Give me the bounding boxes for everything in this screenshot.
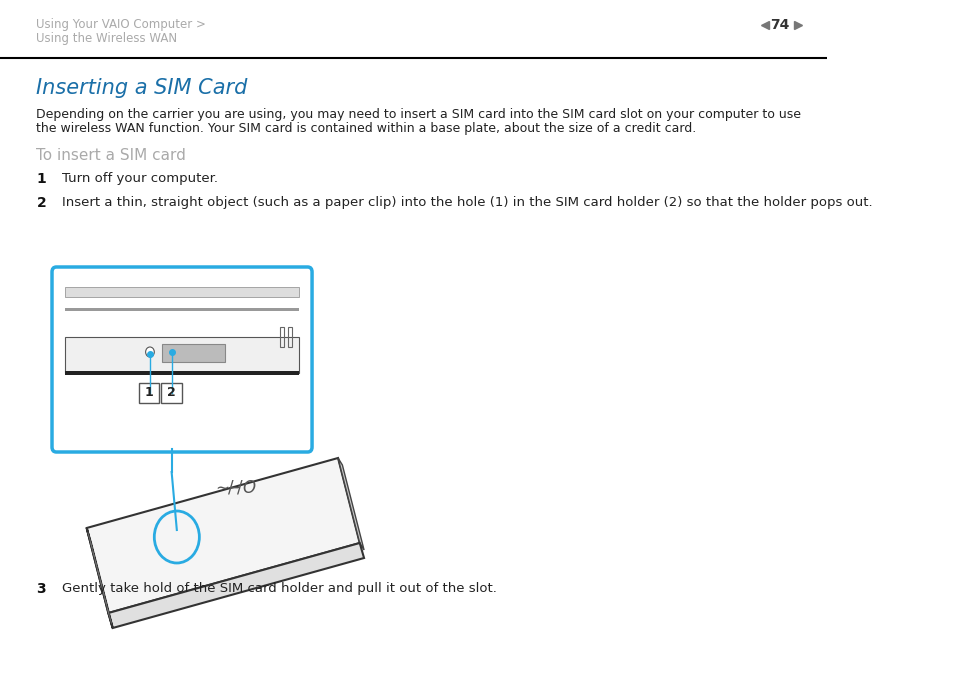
Text: Gently take hold of the SIM card holder and pull it out of the slot.: Gently take hold of the SIM card holder …: [62, 582, 497, 595]
Text: 3: 3: [36, 582, 46, 596]
Bar: [65, 337, 298, 373]
Bar: [288, 327, 292, 347]
Text: Inserting a SIM Card: Inserting a SIM Card: [36, 78, 248, 98]
Text: 2: 2: [36, 196, 46, 210]
FancyBboxPatch shape: [52, 267, 312, 452]
Polygon shape: [87, 458, 359, 613]
Text: Using the Wireless WAN: Using the Wireless WAN: [36, 32, 177, 45]
Bar: [65, 371, 298, 375]
Text: 2: 2: [167, 386, 175, 400]
Text: 1: 1: [36, 172, 46, 186]
Bar: [65, 308, 298, 311]
Bar: [161, 383, 182, 403]
Bar: [65, 287, 298, 297]
Polygon shape: [87, 528, 112, 628]
Bar: [279, 327, 284, 347]
Text: Using Your VAIO Computer >: Using Your VAIO Computer >: [36, 18, 206, 31]
Circle shape: [146, 347, 154, 357]
Text: Insert a thin, straight object (such as a paper clip) into the hole (1) in the S: Insert a thin, straight object (such as …: [62, 196, 872, 209]
Polygon shape: [109, 543, 364, 628]
Text: 1: 1: [145, 386, 153, 400]
Text: the wireless WAN function. Your SIM card is contained within a base plate, about: the wireless WAN function. Your SIM card…: [36, 122, 696, 135]
Bar: [138, 383, 159, 403]
Text: Turn off your computer.: Turn off your computer.: [62, 172, 218, 185]
Text: 74: 74: [770, 18, 789, 32]
Text: $\sim\!\!/\!\!\!-\!\!\!/$O: $\sim\!\!/\!\!\!-\!\!\!/$O: [212, 479, 256, 497]
Bar: [162, 344, 224, 362]
Text: To insert a SIM card: To insert a SIM card: [36, 148, 186, 163]
Text: Depending on the carrier you are using, you may need to insert a SIM card into t: Depending on the carrier you are using, …: [36, 108, 801, 121]
Polygon shape: [337, 458, 364, 550]
